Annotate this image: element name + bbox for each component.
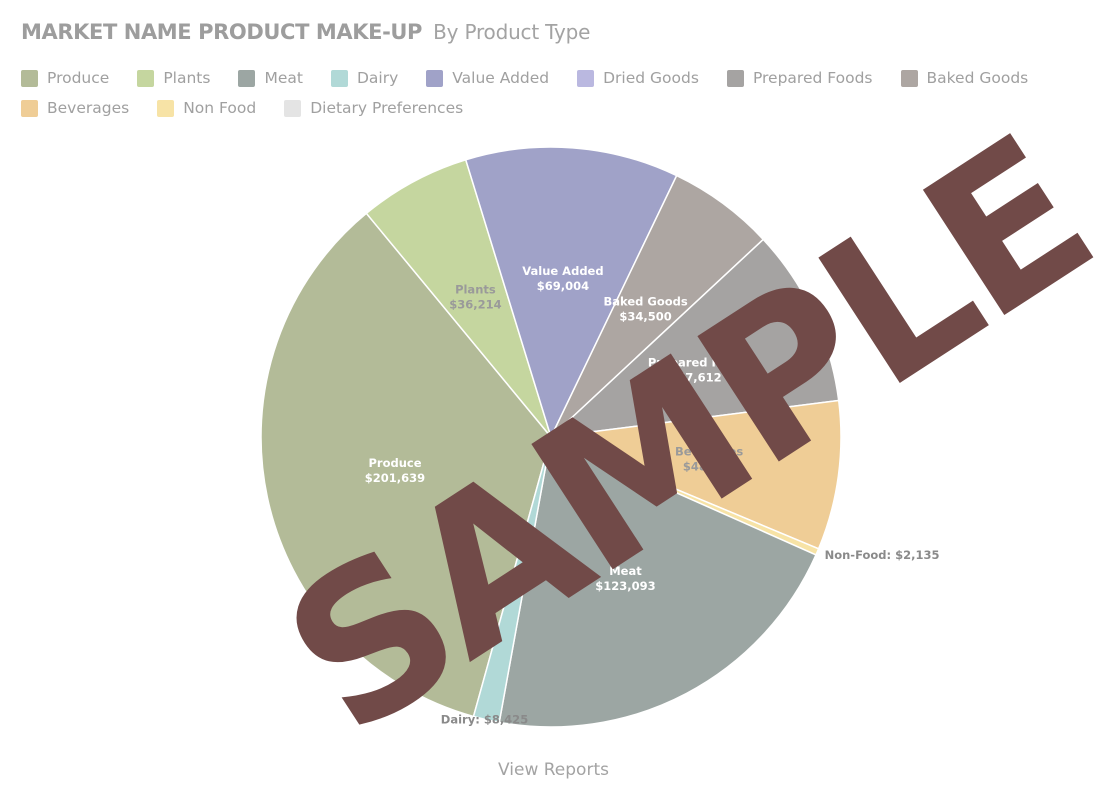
legend-swatch: [238, 69, 256, 87]
data-label-beverages: Beverages $48,258: [675, 444, 743, 473]
data-label-name: Beverages: [675, 444, 743, 458]
legend-label: Dietary Preferences: [310, 99, 464, 117]
legend-label: Produce: [47, 69, 110, 87]
legend-item-non-food[interactable]: Non Food: [157, 98, 256, 118]
legend-label: Non Food: [183, 99, 257, 117]
pie-slice-meat[interactable]: [498, 435, 817, 728]
legend-label: Dairy: [356, 69, 399, 87]
legend: Produce Plants Meat Dairy Value Added Dried G…: [21, 68, 1081, 118]
legend-swatch: [284, 99, 302, 117]
legend-item-prepared-foods[interactable]: Prepared Foods: [726, 68, 873, 88]
data-label-baked-goods: Baked Goods $34,500: [603, 295, 687, 324]
legend-item-plants[interactable]: Plants: [137, 68, 210, 88]
pie-slice-plants[interactable]: [365, 158, 552, 438]
data-label-dairy: Dairy: $8,425: [441, 713, 528, 727]
pie-slice-beverages[interactable]: [548, 399, 842, 550]
legend-item-dried-goods[interactable]: Dried Goods: [577, 68, 699, 88]
data-label-value: $34,500: [619, 310, 671, 324]
data-label-name: Plants: [455, 283, 496, 297]
data-label-meat: Meat $123,093: [595, 564, 655, 593]
data-label-prepared-foods: Prepared Food $57,612: [648, 355, 743, 384]
legend-item-baked-goods[interactable]: Baked Goods: [900, 68, 1029, 88]
data-label-value-added: Value Added $69,004: [522, 264, 603, 293]
legend-item-value-added[interactable]: Value Added: [426, 68, 549, 88]
data-label-name: Dairy: [441, 713, 476, 727]
legend-label: Baked Goods: [926, 69, 1029, 87]
data-label-value: $123,093: [595, 579, 655, 593]
legend-label: Value Added: [452, 69, 550, 87]
legend-item-dairy[interactable]: Dairy: [330, 68, 399, 88]
data-label-value: $2,135: [895, 548, 939, 562]
data-label-value: $36,214: [449, 298, 501, 312]
pie-slice-dairy[interactable]: [472, 436, 552, 724]
data-label-name: Value Added: [522, 264, 603, 278]
data-label-value: $201,639: [365, 471, 425, 485]
legend-swatch: [137, 69, 155, 87]
data-label-name: Produce: [368, 456, 421, 470]
pie-slice-produce[interactable]: [260, 212, 552, 718]
data-label-value: $8,425: [484, 713, 528, 727]
chart-title: MARKET NAME PRODUCT MAKE-UP: [21, 20, 423, 44]
legend-swatch: [21, 69, 38, 87]
chart-subtitle: By Product Type: [433, 20, 591, 44]
data-label-name: Non-Food: [825, 548, 887, 562]
legend-label: Dried Goods: [603, 69, 699, 87]
legend-swatch: [900, 69, 918, 87]
data-label-plants: Plants $36,214: [449, 283, 501, 312]
legend-item-dietary-preferences[interactable]: Dietary Preferences: [284, 98, 463, 118]
chart-header: MARKET NAME PRODUCT MAKE-UP By Product T…: [21, 20, 590, 44]
legend-swatch: [577, 69, 595, 87]
pie-slice-prepared-foods[interactable]: [548, 238, 840, 439]
data-label-non-food: Non-Food: $2,135: [825, 548, 940, 562]
legend-swatch: [157, 99, 175, 117]
legend-item-beverages[interactable]: Beverages: [21, 98, 129, 118]
data-label-produce: Produce $201,639: [365, 456, 425, 485]
view-reports-link[interactable]: View Reports: [498, 760, 609, 780]
legend-label: Meat: [264, 69, 303, 87]
data-label-name: Meat: [609, 564, 642, 578]
legend-swatch: [21, 99, 38, 117]
data-label-value: $69,004: [537, 279, 589, 293]
legend-swatch: [330, 69, 348, 87]
legend-label: Prepared Foods: [752, 69, 873, 87]
legend-label: Beverages: [47, 99, 130, 117]
data-label-name: Prepared Food: [648, 355, 743, 369]
legend-swatch: [726, 69, 744, 87]
legend-label: Plants: [163, 69, 211, 87]
data-label-value: $57,612: [669, 370, 721, 384]
legend-item-produce[interactable]: Produce: [21, 68, 109, 88]
legend-item-meat[interactable]: Meat: [238, 68, 303, 88]
legend-swatch: [426, 69, 444, 87]
data-label-name: Baked Goods: [603, 295, 687, 309]
pie-slice-value-added[interactable]: [464, 146, 678, 440]
data-label-value: $48,258: [683, 459, 735, 473]
